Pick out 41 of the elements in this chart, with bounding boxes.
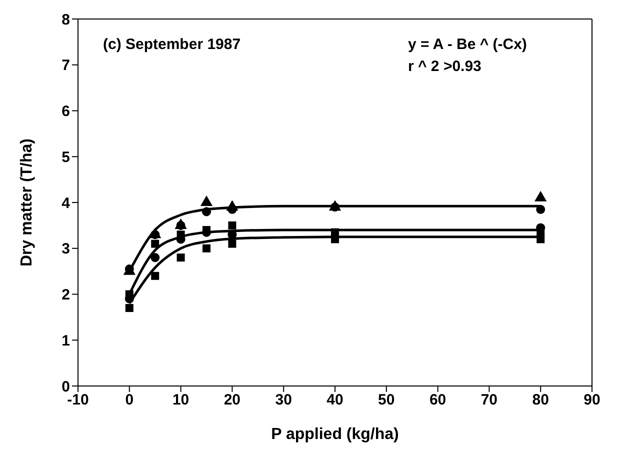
point <box>228 240 236 248</box>
point <box>534 190 547 202</box>
point <box>149 228 162 238</box>
x-tick-label: 10 <box>172 392 190 409</box>
point <box>200 195 213 206</box>
y-tick-label: 1 <box>62 332 70 350</box>
y-tick-label: 8 <box>62 11 70 28</box>
point <box>150 253 160 262</box>
x-tick-label: 90 <box>584 392 600 409</box>
y-tick-label: 0 <box>62 378 70 396</box>
point <box>536 204 546 214</box>
x-tick-label: 20 <box>224 392 241 409</box>
x-tick-label: 60 <box>429 392 446 409</box>
x-axis-title: P applied (kg/ha) <box>271 426 399 443</box>
y-tick-label: 4 <box>62 194 71 212</box>
point <box>151 272 160 280</box>
x-tick-label: 70 <box>480 392 498 409</box>
y-tick-label: 6 <box>62 103 70 120</box>
x-tick-label: 80 <box>532 392 549 409</box>
point <box>151 240 160 248</box>
x-tick-label: 40 <box>326 392 344 409</box>
annotation: (c) September 1987 <box>103 36 241 53</box>
point <box>125 304 134 312</box>
y-tick-label: 7 <box>62 57 70 74</box>
point <box>228 221 236 230</box>
point <box>328 200 342 211</box>
point <box>202 244 210 252</box>
y-tick-label: 5 <box>62 148 70 166</box>
x-tick-label: 0 <box>125 392 134 409</box>
y-tick-label: 2 <box>62 286 70 304</box>
y-axis-title: Dry matter (T/ha) <box>18 138 36 267</box>
x-tick-label: -10 <box>67 392 89 409</box>
x-tick-label: 50 <box>378 392 395 409</box>
x-tick-label: 30 <box>275 392 292 409</box>
point <box>176 254 185 262</box>
annotation: r ^ 2 >0.93 <box>408 58 482 75</box>
point <box>226 200 238 211</box>
point <box>536 235 545 244</box>
annotation: y = A - Be ^ (-Cx) <box>408 36 527 53</box>
y-tick-label: 3 <box>62 240 70 258</box>
point <box>202 207 212 216</box>
